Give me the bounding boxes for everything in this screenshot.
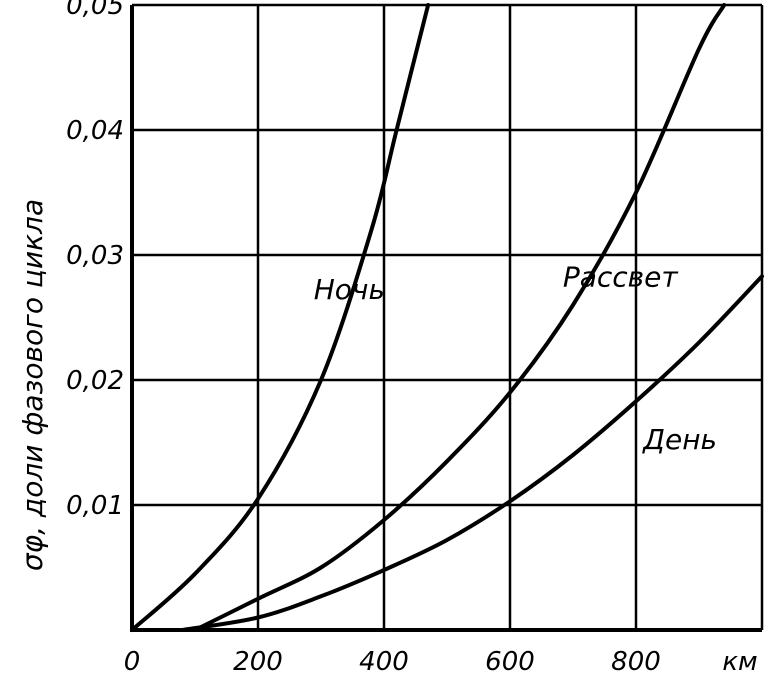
x-tick-label: 600 — [485, 647, 535, 677]
series-label-dawn: Рассвет — [563, 260, 679, 293]
series-day-curve — [180, 274, 764, 632]
y-axis-label: σφ, доли фазового цикла — [16, 199, 49, 571]
y-tick-label: 0,05 — [66, 0, 124, 21]
series-label-day: День — [641, 423, 717, 456]
x-tick-label: 800 — [611, 647, 661, 677]
x-axis-unit-label: км — [722, 647, 757, 677]
series-label-night: Ночь — [314, 273, 385, 306]
y-tick-label: 0,04 — [66, 116, 124, 146]
x-tick-label: 400 — [359, 647, 409, 677]
tick-labels: 0 200 400 600 800 0,01 0,02 0,03 0,04 0,05 — [66, 0, 661, 677]
y-tick-label: 0,02 — [66, 366, 124, 396]
series-labels: Ночь Рассвет День — [314, 260, 717, 456]
series-dawn-curve — [193, 3, 727, 632]
series-night-curve — [130, 3, 431, 632]
y-tick-label: 0,03 — [66, 241, 124, 271]
grid — [132, 3, 764, 630]
x-tick-label: 0 — [124, 647, 141, 677]
series-curves — [130, 3, 764, 632]
axes — [130, 5, 762, 632]
y-tick-label: 0,01 — [66, 491, 124, 521]
x-tick-label: 200 — [233, 647, 283, 677]
